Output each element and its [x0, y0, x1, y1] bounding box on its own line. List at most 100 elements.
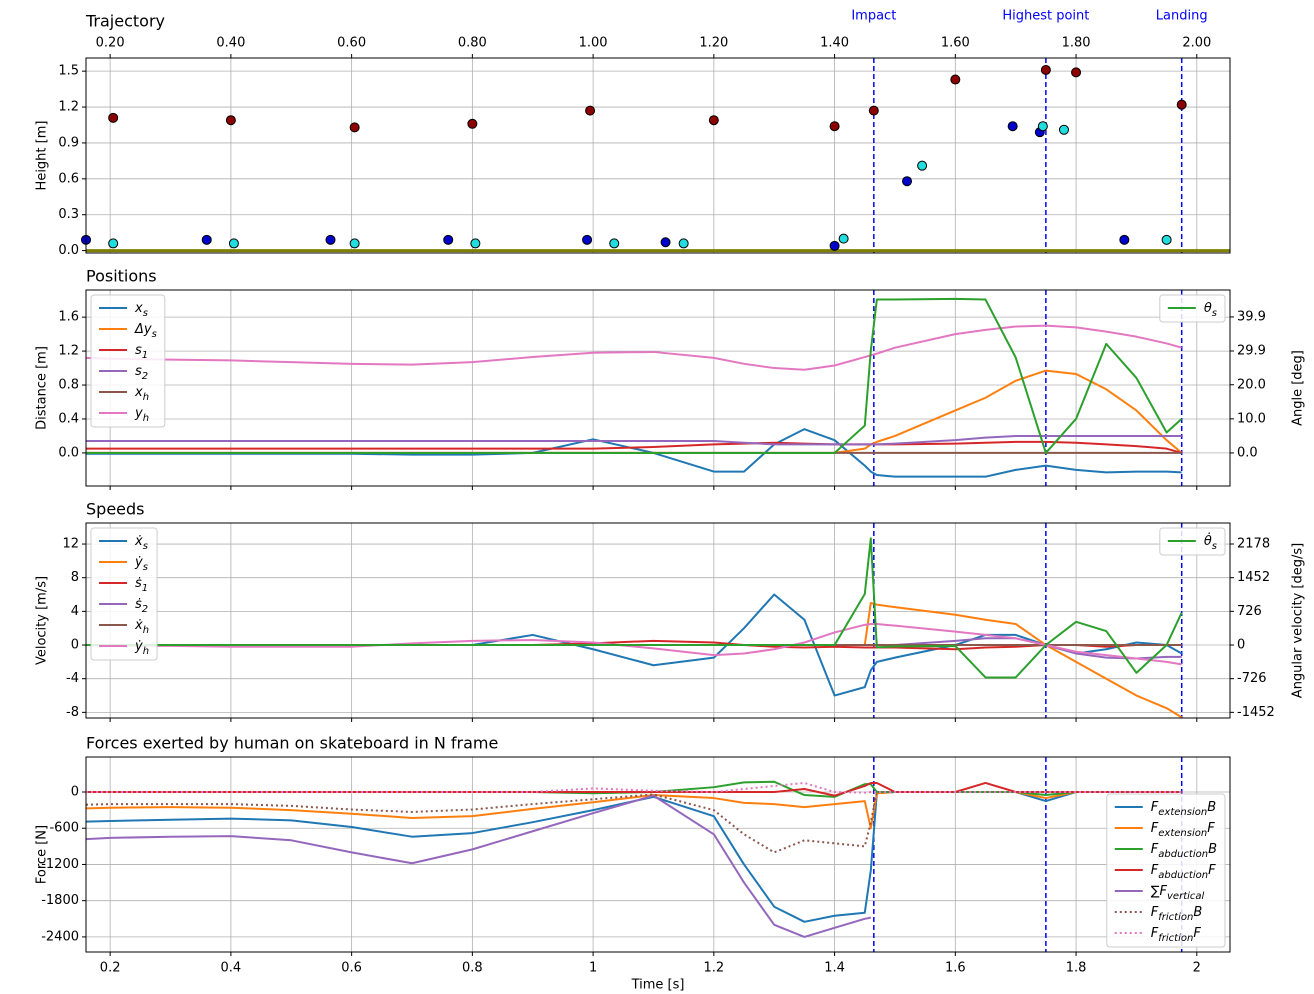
legend-label-part: abduction [1158, 849, 1208, 860]
point [1041, 65, 1050, 74]
y-tick-label: 0.0 [58, 243, 79, 258]
x-tick-label: 1.80 [1062, 36, 1091, 51]
point [839, 234, 848, 243]
point [1072, 68, 1081, 77]
x-tick-label: 1.20 [699, 36, 728, 51]
event-label: Highest point [1002, 9, 1089, 24]
point [1059, 125, 1068, 134]
legend-label-part: 1 [142, 350, 148, 361]
point [1162, 235, 1171, 244]
point [679, 239, 688, 248]
legend-label-part: s [143, 308, 148, 319]
legend-label-part: x [134, 301, 143, 316]
legend-label-part: friction [1158, 933, 1193, 944]
event-label: Impact [851, 9, 896, 24]
plot-area [86, 757, 1230, 952]
y-axis-label: Velocity [m/s] [35, 576, 50, 665]
x-axis-label: Time [s] [631, 978, 685, 993]
y2-tick-label: 1452 [1237, 570, 1270, 585]
legend-label-part: s [152, 329, 157, 340]
y2-tick-label: 39.9 [1237, 309, 1266, 324]
legend-label-part: B [1208, 842, 1217, 857]
page: Trajectory0.200.400.600.801.001.201.401.… [0, 0, 1314, 994]
x-tick-label: 1.2 [703, 961, 724, 976]
y-tick-label: 1.5 [58, 64, 79, 79]
point [444, 235, 453, 244]
point [468, 119, 477, 128]
point [1008, 122, 1017, 131]
x-tick-label: 0.20 [96, 36, 125, 51]
panel-title: Speeds [86, 500, 145, 519]
x-tick-label: 0.40 [216, 36, 245, 51]
y2-tick-label: 2178 [1237, 537, 1270, 552]
plot-area [86, 523, 1230, 718]
x-tick-label: 0.8 [462, 961, 483, 976]
y2-tick-label: -1452 [1237, 705, 1275, 720]
legend-label-part: h [143, 625, 149, 636]
x-tick-label: 0.80 [458, 36, 487, 51]
x-tick-label: 0.6 [341, 961, 362, 976]
y2-axis-label: Angle [deg] [1291, 350, 1306, 426]
legend-label-part: F [1208, 863, 1216, 878]
point [951, 75, 960, 84]
y-tick-label: -4 [66, 671, 79, 686]
legend-label-part: Δy [134, 322, 152, 337]
legend: θ̇s [1160, 528, 1225, 555]
legend-label-part: ẋ [134, 534, 143, 549]
x-tick-label: 1 [589, 961, 597, 976]
y-tick-label: 0 [71, 785, 79, 800]
legend-label-part: 1 [142, 583, 148, 594]
y-tick-label: 0.6 [58, 171, 79, 186]
legend-label-part: h [143, 413, 149, 424]
legend-label-part: abduction [1158, 870, 1208, 881]
y-tick-label: -8 [66, 705, 79, 720]
point [709, 116, 718, 125]
legend-label-part: s [1212, 308, 1217, 319]
point [830, 122, 839, 131]
x-tick-label: 1.4 [824, 961, 845, 976]
y2-tick-label: 726 [1237, 604, 1262, 619]
x-tick-label: 2.00 [1182, 36, 1211, 51]
legend-label-part: extension [1158, 828, 1207, 839]
point [229, 239, 238, 248]
x-tick-label: 1.40 [820, 36, 849, 51]
point [1038, 122, 1047, 131]
point [326, 235, 335, 244]
legend-label-part: s [1212, 541, 1217, 552]
legend-label-part: s [143, 562, 148, 573]
legend-label-part: h [143, 392, 149, 403]
point [918, 161, 927, 170]
legend-label-part: vertical [1167, 891, 1205, 902]
x-tick-label: 0.4 [221, 961, 242, 976]
y-tick-label: 0 [71, 638, 79, 653]
legend-label-part: s [143, 541, 148, 552]
y2-tick-label: -726 [1237, 671, 1267, 686]
point [903, 177, 912, 186]
y-tick-label: 0.4 [58, 411, 79, 426]
point [583, 235, 592, 244]
legend-label-part: ẏ [134, 639, 143, 654]
x-tick-label: 0.60 [337, 36, 366, 51]
y-axis-label: Height [m] [35, 121, 50, 191]
panel-title: Trajectory [85, 12, 165, 31]
legend-label-part: x [134, 385, 143, 400]
legend-label-part: 2 [142, 604, 148, 615]
plot-area [86, 290, 1230, 486]
legend-label-part: θ [1204, 301, 1212, 316]
y2-axis-label: Angular velocity [deg/s] [1291, 543, 1306, 698]
legend-label-part: friction [1158, 912, 1193, 923]
y2-tick-label: 0.0 [1237, 445, 1258, 460]
y2-tick-label: 20.0 [1237, 377, 1266, 392]
x-tick-label: 1.00 [579, 36, 608, 51]
point [610, 239, 619, 248]
legend-label-part: ẏ [134, 555, 143, 570]
point [226, 116, 235, 125]
y-axis-label: Distance [m] [35, 346, 50, 430]
legend-label-part: ẋ [134, 618, 143, 633]
plot-area [86, 58, 1230, 253]
y-tick-label: -600 [49, 821, 79, 836]
point [202, 235, 211, 244]
point [109, 113, 118, 122]
point [661, 238, 670, 247]
